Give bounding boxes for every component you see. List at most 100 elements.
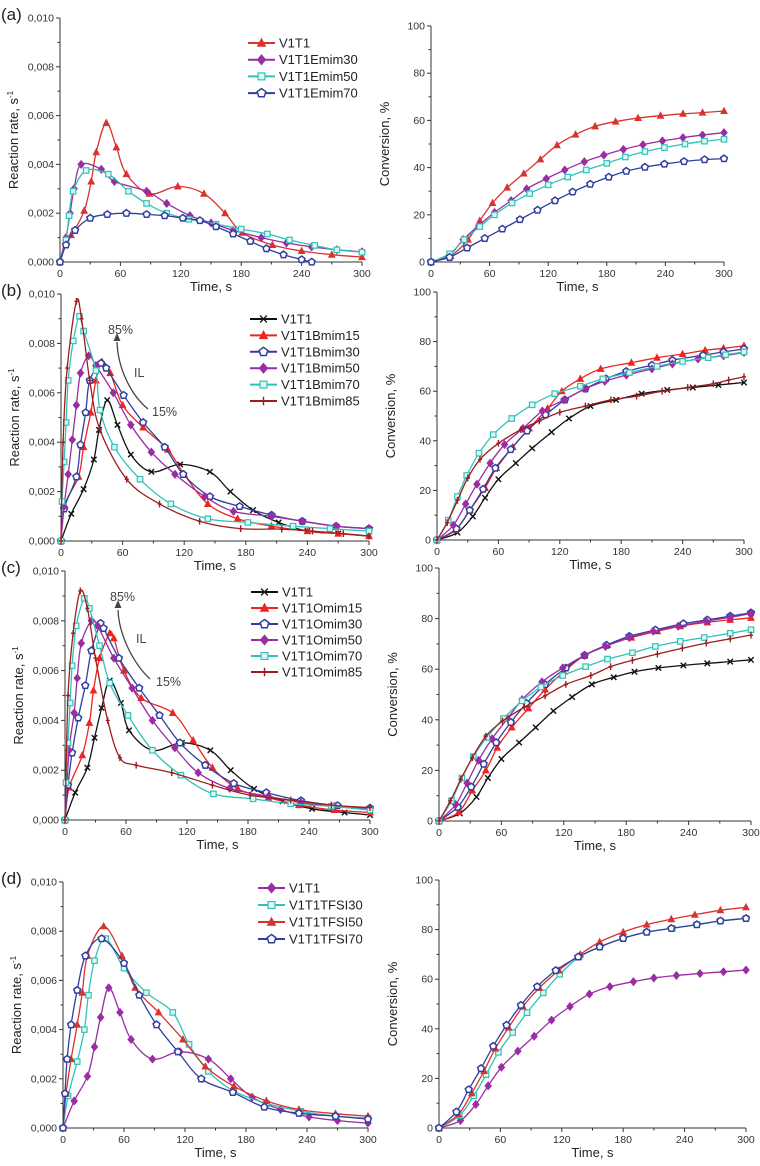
il-annotation: 85% IL 15% (110, 590, 181, 689)
series-line (430, 157, 725, 263)
diamond-marker (171, 469, 179, 479)
y-tick-label: 0,006 (29, 387, 55, 399)
square-marker (64, 739, 72, 747)
x-tick-label: 240 (300, 826, 318, 838)
pentagon-marker (363, 1114, 373, 1123)
square-marker (508, 199, 516, 207)
pentagon-marker (76, 440, 85, 449)
diamond-marker (463, 778, 471, 788)
pentagon-marker (618, 933, 628, 942)
chart-panel-7: 0 60 120 180 240 300 0 20 40 60 80 100 Time, s Conver… (385, 875, 755, 1161)
y-tick-label: 0,010 (29, 289, 55, 301)
x-marker (612, 396, 620, 404)
triangle-marker (481, 766, 490, 774)
diamond-marker (742, 965, 750, 975)
square-marker (491, 211, 498, 219)
diamond-marker (719, 967, 728, 977)
y-axis-title: Conversion, % (385, 652, 400, 737)
square-marker (249, 795, 257, 803)
triangle-marker (720, 106, 728, 114)
plus-marker (436, 817, 442, 825)
triangle-marker (742, 902, 750, 911)
legend-item: V1T1Omim70 (251, 649, 362, 664)
series-V1T1Bmim50 (433, 347, 748, 545)
x-marker (114, 421, 121, 429)
square-marker (326, 525, 334, 532)
series-line (438, 906, 747, 1129)
legend-label: V1T1 (282, 585, 313, 600)
diamond-marker (547, 1015, 556, 1025)
square-marker (333, 246, 341, 254)
pentagon-marker (498, 224, 507, 233)
triangle-marker (591, 121, 599, 130)
y-axis-title-superscript: -1 (6, 90, 15, 98)
diamond-marker (128, 683, 136, 693)
x-tick-label: 120 (539, 268, 557, 280)
triangle-marker (611, 117, 620, 125)
x-tick-label: 0 (436, 827, 442, 839)
pentagon-marker (228, 229, 238, 238)
x-axis-title: Time, s (194, 558, 237, 573)
series-line (436, 376, 745, 541)
square-marker (551, 390, 559, 397)
triangle-marker (667, 914, 676, 923)
triangle-marker (109, 633, 118, 642)
x-marker (655, 664, 662, 672)
plus-marker (477, 456, 483, 463)
diamond-marker (116, 1007, 124, 1017)
series-V1T1Bmim85 (58, 298, 372, 545)
pentagon-marker (716, 916, 725, 925)
x-tick-label: 60 (118, 1134, 130, 1146)
pentagon-marker (160, 442, 169, 451)
square-marker (91, 957, 98, 965)
series-V1T1TFSI70 (434, 913, 751, 1132)
legend-label: V1T1 (279, 36, 310, 51)
x-tick-label: 120 (178, 826, 196, 838)
legend-label: V1T1Emim30 (279, 52, 358, 67)
square-marker (149, 746, 156, 754)
pentagon-marker (101, 363, 111, 372)
triangle-marker (268, 240, 277, 248)
diamond-marker (104, 983, 113, 993)
annotation-85-percent: 85% (108, 323, 133, 337)
pentagon-marker (640, 162, 650, 171)
y-tick-label: 80 (413, 68, 425, 80)
y-axis-title-text: Reaction rate, s (11, 653, 26, 745)
pentagon-marker (642, 927, 651, 936)
square-marker (125, 187, 132, 195)
diamond-marker (486, 458, 495, 468)
plus-marker (458, 775, 463, 783)
pentagon-marker (72, 985, 82, 994)
plus-marker (61, 438, 66, 446)
y-axis-title-text: Conversion, % (383, 373, 398, 458)
y-axis-title: Reaction rate, s-1 (9, 955, 24, 1054)
pentagon-marker (259, 618, 270, 629)
square-marker (73, 1058, 81, 1065)
square-marker (244, 519, 252, 526)
y-tick-label: 40 (421, 714, 433, 726)
series-V1T1Omim70 (435, 626, 755, 825)
y-tick-label: 0,010 (33, 566, 59, 578)
x-tick-label: 300 (360, 547, 378, 559)
diamond-marker (332, 521, 340, 531)
plus-marker (634, 392, 639, 400)
square-marker (259, 380, 268, 389)
pentagon-marker (122, 208, 131, 217)
plus-marker (66, 692, 71, 699)
y-tick-label: 0 (427, 816, 433, 828)
y-axis-title-text: Reaction rate, s (7, 375, 22, 467)
pentagon-marker (533, 205, 542, 214)
plus-marker (247, 791, 253, 799)
x-marker (80, 485, 87, 493)
triangle-marker (95, 653, 104, 662)
square-marker (599, 375, 607, 383)
legend-label: V1T1Emim70 (279, 86, 358, 101)
plus-marker (741, 373, 747, 381)
x-marker (469, 513, 477, 520)
y-tick-label: 0,002 (29, 486, 55, 498)
square-marker (81, 1026, 88, 1033)
legend-label: V1T1TFSI30 (289, 898, 363, 913)
series-line (436, 345, 745, 541)
triangle-marker (653, 353, 661, 361)
legend-item: V1T1Bmim15 (250, 328, 360, 343)
